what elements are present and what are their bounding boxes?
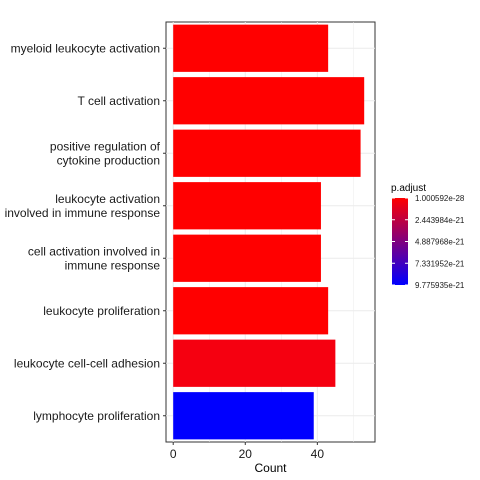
x-tick-label: 40 — [311, 447, 325, 461]
y-tick-label: leukocyte proliferation — [43, 304, 160, 318]
y-tick-label: leukocyte activation involved in immune r… — [5, 192, 161, 220]
y-tick-label: positive regulation of cytokine productio… — [50, 139, 161, 167]
bar — [173, 339, 336, 387]
bars-layer — [173, 24, 365, 440]
legend-tick-label: 9.775935e-21 — [415, 281, 465, 290]
legend-tick-label: 2.443984e-21 — [415, 216, 465, 225]
x-tick-label: 20 — [239, 447, 253, 461]
legend: p.adjust 1.000592e-28 2.443984e-21 4.88796… — [391, 183, 465, 290]
legend-ticks: 1.000592e-28 2.443984e-21 4.887968e-21 7.33… — [392, 194, 465, 290]
x-axis-title: Count — [254, 461, 287, 475]
y-tick-label: T cell activation — [78, 94, 160, 108]
bar — [173, 287, 329, 335]
legend-tick-label: 7.331952e-21 — [415, 259, 465, 268]
bar — [173, 182, 321, 230]
bar — [173, 129, 361, 177]
y-tick-label: lymphocyte proliferation — [33, 409, 160, 423]
legend-tick-label: 4.887968e-21 — [415, 238, 465, 247]
y-tick-label: myeloid leukocyte activation — [11, 41, 160, 55]
x-tick-label: 0 — [170, 447, 177, 461]
y-axis: myeloid leukocyte activation T cell activ… — [5, 41, 166, 423]
legend-title: p.adjust — [391, 183, 426, 194]
bar — [173, 392, 314, 440]
y-tick-label: leukocyte cell-cell adhesion — [14, 356, 160, 370]
x-axis: 0 20 40 — [170, 442, 324, 461]
bar — [173, 77, 365, 125]
legend-colorbar — [392, 198, 408, 285]
legend-tick-label: 1.000592e-28 — [415, 194, 465, 203]
bar — [173, 234, 321, 282]
bar — [173, 24, 329, 72]
y-tick-label: cell activation involved in immune respon… — [28, 244, 160, 272]
